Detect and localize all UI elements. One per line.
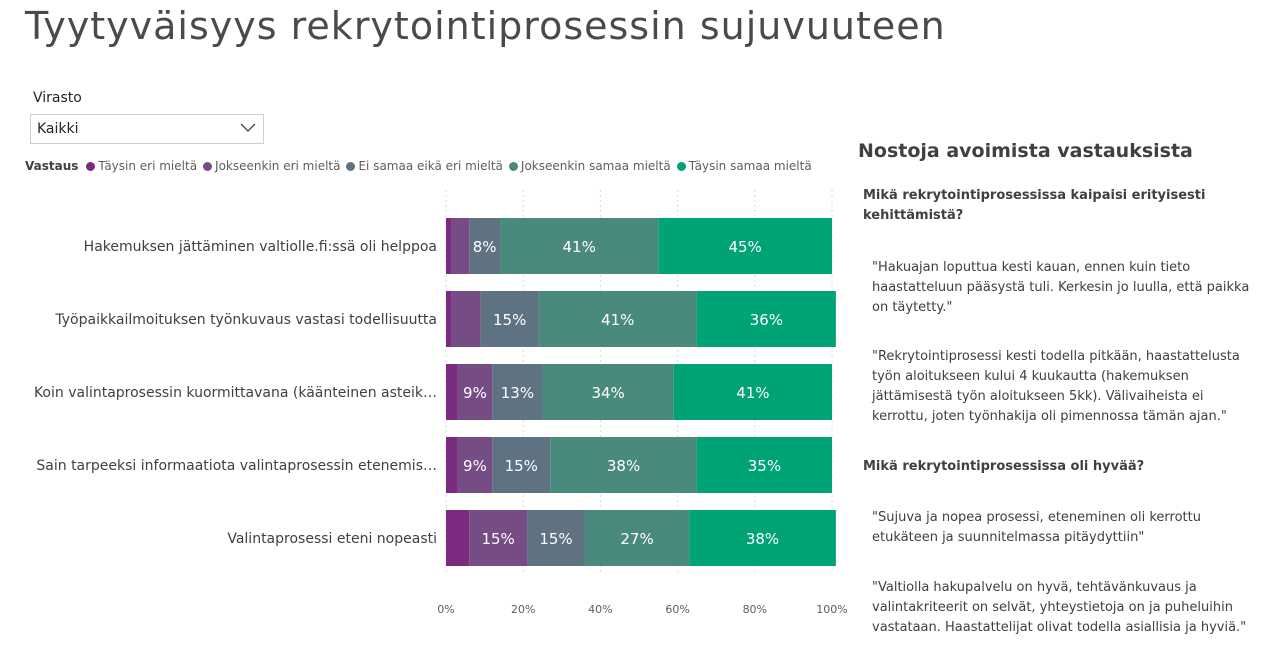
- slicer-label: Virasto: [33, 90, 82, 106]
- legend-label: Jokseenkin eri mieltä: [215, 159, 341, 173]
- data-label: 15%: [539, 530, 572, 548]
- panel-title: Nostoja avoimista vastauksista: [858, 140, 1193, 162]
- legend-item[interactable]: Täysin samaa mieltä: [676, 159, 812, 173]
- x-tick-label: 60%: [665, 603, 689, 616]
- bar-segment: [584, 510, 690, 566]
- question-good: Mikä rekrytointiprosessissa oli hyvää?: [863, 459, 1145, 474]
- legend-dot: [676, 161, 686, 171]
- bar-segment: [492, 364, 543, 420]
- data-label: 38%: [607, 457, 640, 475]
- legend-label: Täysin samaa mieltä: [688, 159, 812, 173]
- category-label: Valintaprosessi eteni nopeasti: [227, 531, 437, 547]
- bar-segment: [492, 437, 551, 493]
- data-label: 13%: [501, 384, 534, 402]
- x-tick-label: 20%: [511, 603, 535, 616]
- open-answers-panel: Nostoja avoimista vastauksista: [858, 140, 1258, 162]
- category-label: Hakemuksen jättäminen valtiolle.fi:ssä o…: [84, 239, 437, 255]
- stacked-bar-chart: 0% 20% 40% 60% 80% 100% Hakemuksen jättäminen …: [34, 190, 848, 616]
- data-label: 9%: [463, 384, 487, 402]
- bar-segment: [457, 437, 493, 493]
- legend-label: Jokseenkin samaa mieltä: [520, 159, 671, 173]
- chevron-down-icon[interactable]: [239, 119, 257, 141]
- data-label: 45%: [728, 238, 761, 256]
- bar-segment: [542, 364, 674, 420]
- page-title: Tyytyväisyys rekrytointiprosessin sujuvu…: [25, 4, 946, 48]
- data-label: 41%: [562, 238, 595, 256]
- data-label: 15%: [493, 311, 526, 329]
- bar-segment: [500, 218, 659, 274]
- data-label: 15%: [505, 457, 538, 475]
- data-label: 38%: [746, 530, 779, 548]
- data-label: 8%: [473, 238, 497, 256]
- bar-segment: [469, 218, 501, 274]
- x-tick-label: 80%: [743, 603, 767, 616]
- bar-segment: [689, 510, 836, 566]
- bar-segment: [480, 291, 539, 347]
- quote-4: "Valtiolla hakupalvelu on hyvä, tehtävän…: [872, 580, 1247, 635]
- bar-segment: [658, 218, 832, 274]
- bar-segment: [550, 437, 697, 493]
- bar-segment: [696, 437, 832, 493]
- legend-label: Ei samaa eikä eri mieltä: [358, 159, 503, 173]
- bar-segment: [451, 291, 481, 347]
- question-improvement: Mikä rekrytointiprosessissa kaipaisi eri…: [863, 188, 1206, 223]
- legend-item[interactable]: Jokseenkin eri mieltä: [203, 159, 340, 173]
- category-label: Työpaikkailmoituksen työnkuvaus vastasi …: [54, 312, 437, 328]
- legend-dot: [346, 161, 356, 171]
- data-label: 41%: [601, 311, 634, 329]
- agency-dropdown[interactable]: Kaikki: [30, 114, 264, 144]
- bar-segment: [446, 218, 452, 274]
- legend-dot: [203, 161, 213, 171]
- x-tick-label: 40%: [588, 603, 612, 616]
- data-label: 9%: [463, 457, 487, 475]
- category-label: Sain tarpeeksi informaatiota valintapros…: [36, 458, 437, 474]
- bar-segment: [451, 218, 470, 274]
- bar-segment: [446, 437, 458, 493]
- legend-item[interactable]: Jokseenkin samaa mieltä: [508, 159, 671, 173]
- chart-legend: Vastaus Täysin eri mieltä Jokseenkin eri…: [25, 159, 818, 173]
- data-label: 34%: [591, 384, 624, 402]
- bar-segment: [673, 364, 832, 420]
- bar-segment: [469, 510, 528, 566]
- bar-segment: [446, 510, 470, 566]
- bar-segment: [538, 291, 697, 347]
- bar-segment: [446, 291, 452, 347]
- dropdown-value: Kaikki: [37, 121, 79, 137]
- legend-item[interactable]: Täysin eri mieltä: [86, 159, 197, 173]
- data-label: 36%: [750, 311, 783, 329]
- legend-label: Täysin eri mieltä: [98, 159, 198, 173]
- quote-3: "Sujuva ja nopea prosessi, eteneminen ol…: [872, 510, 1201, 545]
- quote-1: "Hakuajan loputtua kesti kauan, ennen ku…: [872, 260, 1250, 315]
- legend-title: Vastaus: [25, 159, 79, 173]
- data-label: 27%: [620, 530, 653, 548]
- bar-segment: [696, 291, 836, 347]
- data-label: 41%: [736, 384, 769, 402]
- bar-segment: [527, 510, 585, 566]
- x-tick-label: 100%: [816, 603, 847, 616]
- legend-dot: [508, 161, 518, 171]
- category-label: Koin valintaprosessin kuormittavana (kää…: [34, 385, 437, 401]
- data-label: 15%: [481, 530, 514, 548]
- legend-dot: [86, 161, 96, 171]
- bar-segment: [457, 364, 493, 420]
- bar-segment: [446, 364, 458, 420]
- data-label: 35%: [748, 457, 781, 475]
- legend-item[interactable]: Ei samaa eikä eri mieltä: [346, 159, 503, 173]
- quote-2: "Rekrytointiprosessi kesti todella pitkä…: [872, 349, 1240, 424]
- x-tick-label: 0%: [437, 603, 454, 616]
